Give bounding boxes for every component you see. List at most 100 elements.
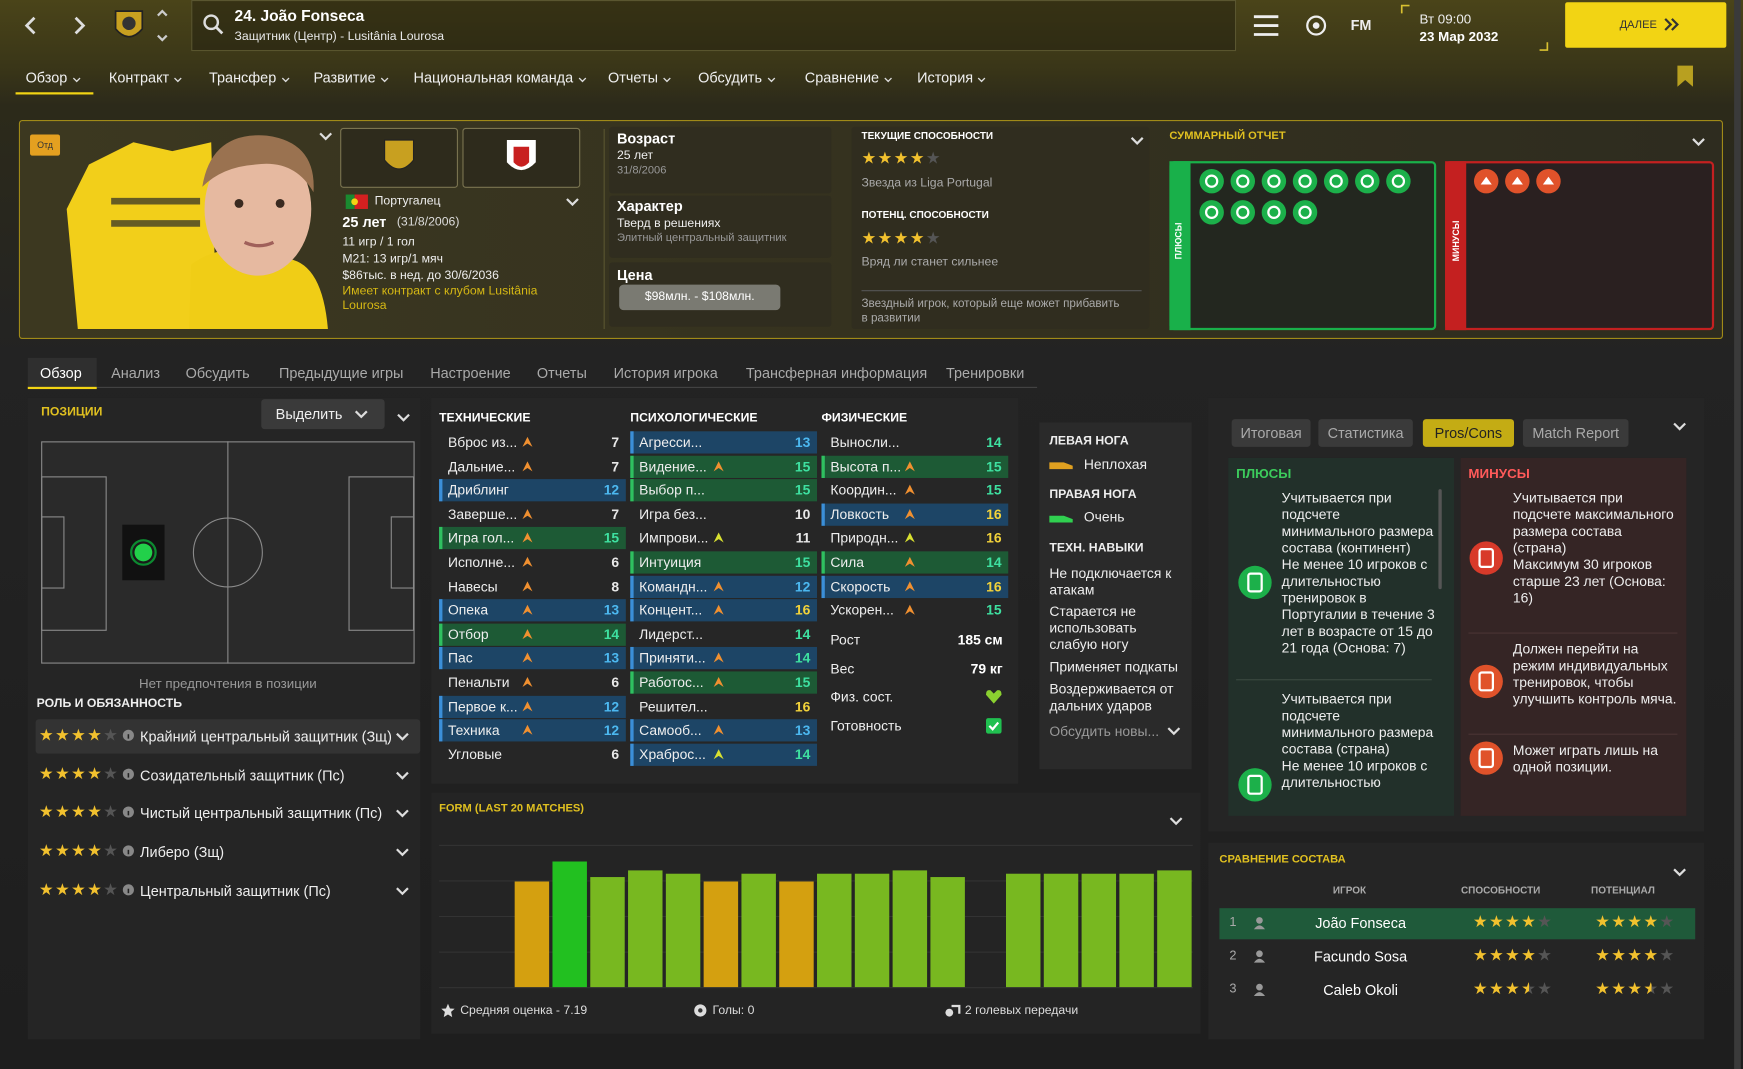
contract[interactable]: Имеет контракт с клубом Lusitânia Louros… — [342, 284, 538, 313]
attr-value: 15 — [794, 674, 811, 691]
attr-value: 14 — [986, 554, 1002, 571]
report-tab[interactable]: Итоговая — [1231, 419, 1311, 447]
skill: Воздерживается от дальних ударов — [1049, 681, 1174, 714]
attr-name: Техника — [447, 722, 500, 739]
tab[interactable]: Предыдущие игры — [279, 364, 404, 382]
nav-item[interactable]: История — [917, 68, 974, 86]
header-icons[interactable] — [1253, 14, 1421, 38]
select-label[interactable]: Выделить — [275, 405, 343, 423]
attr-value: 16 — [794, 602, 811, 619]
con-icon — [1505, 168, 1530, 194]
section-title[interactable]: FORM (LAST 20 MATCHES) — [439, 802, 585, 815]
continue-arrows — [1664, 18, 1679, 31]
wage: $86тыс. в нед. до 30/6/2036 — [342, 269, 499, 283]
attr-arrow — [904, 460, 915, 471]
page-scrollbar[interactable] — [1734, 0, 1741, 1069]
club-crest — [114, 9, 168, 42]
attr-name: Импрови... — [639, 530, 709, 547]
player[interactable]: Caleb Okoli — [1323, 981, 1398, 999]
attr-group-title: ФИЗИЧЕСКИЕ — [821, 411, 908, 425]
info-icon — [122, 729, 134, 741]
star: ★ — [38, 725, 55, 745]
tab[interactable]: Настроение — [430, 364, 511, 382]
fm-logo[interactable]: FM — [1350, 16, 1372, 34]
attr-row — [630, 551, 818, 574]
attr-name: Природн... — [830, 530, 899, 547]
tab[interactable]: Отчеты — [536, 364, 587, 382]
form-bar — [779, 881, 814, 988]
attr-group-title: ТЕХНИЧЕСКИЕ — [439, 411, 531, 425]
search-box[interactable] — [191, 0, 1237, 52]
person-icon — [1253, 983, 1266, 996]
report-tab[interactable]: Match Report — [1522, 419, 1629, 447]
attr-arrow — [522, 556, 533, 567]
tab[interactable]: Обсудить — [185, 364, 250, 382]
role-name[interactable]: Либеро (Зщ) — [140, 843, 225, 861]
attr-value: 12 — [603, 698, 620, 715]
nav-arrows[interactable] — [22, 13, 111, 40]
divider — [1468, 733, 1678, 735]
nav-item[interactable]: Контракт — [108, 68, 170, 86]
section-title[interactable]: ПОЗИЦИИ — [41, 405, 103, 420]
form-bar — [930, 876, 965, 988]
stars: ★★★★★ — [1595, 913, 1675, 933]
pros-panel — [1228, 457, 1454, 816]
info-card — [609, 195, 832, 258]
bookmark-icon[interactable] — [1676, 64, 1694, 88]
pro-icon — [1261, 168, 1287, 194]
discuss-link[interactable]: Обсудить новы... — [1049, 723, 1160, 740]
grid-line — [439, 915, 1193, 918]
role-name[interactable]: Созидательный защитник (Пс) — [140, 766, 345, 784]
player[interactable]: Facundo Sosa — [1314, 948, 1408, 965]
nationality: Португалец — [374, 194, 441, 208]
star: ★ — [1488, 979, 1506, 999]
column-header: ИГРОК — [1332, 884, 1367, 896]
tab[interactable]: Тренировки — [945, 364, 1025, 382]
boot-icon — [1049, 462, 1073, 470]
chevron — [380, 77, 389, 83]
form-bar — [1043, 873, 1079, 988]
extra-name: Физ. сост. — [830, 689, 894, 706]
feet-value: Очень — [1083, 509, 1125, 525]
ability-card — [851, 126, 1150, 330]
player-name: 24. João Fonseca — [234, 6, 365, 25]
role-name[interactable]: Чистый центральный защитник (Пс) — [140, 805, 383, 822]
role-name[interactable]: Крайний центральный защитник (Зщ) — [140, 728, 392, 745]
section-title[interactable]: СУММАРНЫЙ ОТЧЕТ — [1169, 130, 1286, 143]
role-name[interactable]: Центральный защитник (Пс) — [140, 882, 331, 900]
feet-value: Неплохая — [1083, 456, 1147, 473]
attr-value: 7 — [611, 506, 620, 523]
nav-item[interactable]: Обзор — [25, 68, 68, 86]
attr-name: Ускорен... — [830, 602, 894, 619]
nav-item[interactable]: Национальная команда — [413, 68, 574, 86]
player[interactable]: João Fonseca — [1315, 914, 1406, 932]
scrollbar[interactable] — [1438, 489, 1442, 590]
section-title[interactable]: СРАВНЕНИЕ СОСТАВА — [1219, 853, 1346, 866]
continue-button[interactable] — [1565, 2, 1727, 48]
attr-arrow — [713, 724, 724, 735]
attr-name: Высота п... — [830, 458, 902, 475]
stars: ★★★★★ — [1473, 946, 1553, 966]
nav-item[interactable]: Развитие — [313, 68, 376, 86]
nav-item[interactable]: Обсудить — [698, 68, 763, 86]
tab[interactable]: Трансферная информация — [745, 364, 928, 382]
tab[interactable]: История игрока — [613, 364, 718, 382]
report-tab[interactable]: Pros/Cons — [1422, 419, 1515, 447]
chevron — [566, 198, 579, 207]
nav-item[interactable]: Отчеты — [608, 68, 659, 86]
nav-item[interactable]: Сравнение — [804, 68, 880, 86]
attr-name: Концент... — [639, 602, 703, 619]
player-subtitle: Защитник (Центр) - Lusitânia Lourosa — [234, 30, 445, 44]
attr-name: Опека — [447, 602, 489, 619]
star: ★ — [103, 803, 120, 822]
tab[interactable]: Обзор — [40, 364, 82, 382]
report-tab[interactable]: Статистика — [1318, 419, 1413, 447]
nav-item[interactable]: Трансфер — [208, 68, 277, 86]
attr-group-title: ПСИХОЛОГИЧЕСКИЕ — [630, 411, 758, 425]
attr-value: 6 — [611, 674, 620, 691]
tab[interactable]: Анализ — [111, 364, 160, 382]
attr-value: 16 — [986, 530, 1002, 547]
pro-icon — [1292, 200, 1318, 225]
